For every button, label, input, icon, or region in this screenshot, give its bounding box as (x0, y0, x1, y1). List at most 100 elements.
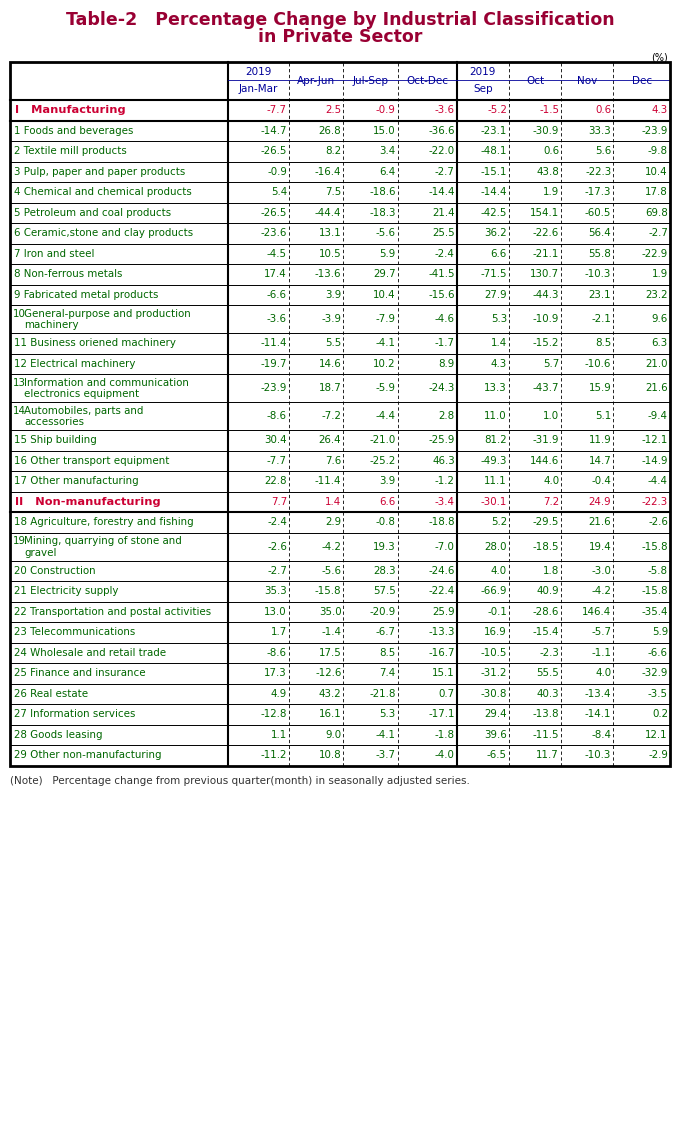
Text: 28.3: 28.3 (373, 566, 396, 576)
Text: 8.5: 8.5 (595, 339, 611, 349)
Text: -2.7: -2.7 (648, 228, 668, 238)
Text: -15.4: -15.4 (532, 628, 559, 637)
Text: -3.6: -3.6 (435, 106, 455, 115)
Text: 6.3: 6.3 (651, 339, 668, 349)
Text: -2.3: -2.3 (539, 648, 559, 658)
Text: -18.6: -18.6 (369, 187, 396, 197)
Text: -5.6: -5.6 (322, 566, 341, 576)
Text: -4.2: -4.2 (592, 586, 611, 596)
Text: 20 Construction: 20 Construction (14, 566, 96, 576)
Text: 28 Goods leasing: 28 Goods leasing (14, 730, 103, 740)
Text: -13.8: -13.8 (532, 709, 559, 719)
Text: -21.1: -21.1 (532, 249, 559, 259)
Text: -44.4: -44.4 (315, 208, 341, 218)
Text: 1.0: 1.0 (543, 411, 559, 421)
Text: 146.4: 146.4 (582, 606, 611, 616)
Text: -4.2: -4.2 (322, 541, 341, 551)
Text: I   Manufacturing: I Manufacturing (15, 106, 126, 115)
Text: 30.4: 30.4 (265, 435, 287, 446)
Text: Oct: Oct (526, 76, 544, 86)
Text: 11.9: 11.9 (589, 435, 611, 446)
Text: 5.2: 5.2 (491, 518, 507, 528)
Text: 24.9: 24.9 (589, 497, 611, 506)
Text: 7.7: 7.7 (271, 497, 287, 506)
Text: 13: 13 (13, 378, 26, 388)
Text: 22 Transportation and postal activities: 22 Transportation and postal activities (14, 606, 211, 616)
Text: -4.0: -4.0 (435, 750, 455, 760)
Text: 14.6: 14.6 (319, 359, 341, 369)
Text: -14.4: -14.4 (428, 187, 455, 197)
Text: 19: 19 (13, 537, 26, 547)
Text: -30.1: -30.1 (481, 497, 507, 506)
Text: 35.0: 35.0 (319, 606, 341, 616)
Text: 15.0: 15.0 (373, 126, 396, 136)
Text: Apr-Jun: Apr-Jun (297, 76, 335, 86)
Text: 8 Non-ferrous metals: 8 Non-ferrous metals (14, 269, 122, 279)
Text: -15.8: -15.8 (315, 586, 341, 596)
Text: 12.1: 12.1 (645, 730, 668, 740)
Text: -15.1: -15.1 (481, 166, 507, 177)
Text: -36.6: -36.6 (428, 126, 455, 136)
Text: -5.7: -5.7 (592, 628, 611, 637)
Text: -19.7: -19.7 (260, 359, 287, 369)
Text: 16.9: 16.9 (484, 628, 507, 637)
Text: 3.9: 3.9 (325, 290, 341, 299)
Text: -4.4: -4.4 (376, 411, 396, 421)
Text: 5.9: 5.9 (379, 249, 396, 259)
Text: -10.5: -10.5 (481, 648, 507, 658)
Text: 17.5: 17.5 (319, 648, 341, 658)
Text: -2.9: -2.9 (648, 750, 668, 760)
Text: 1.7: 1.7 (271, 628, 287, 637)
Text: -5.6: -5.6 (376, 228, 396, 238)
Text: 11 Business oriened machinery: 11 Business oriened machinery (14, 339, 176, 349)
Text: 11.1: 11.1 (484, 476, 507, 486)
Text: -20.9: -20.9 (370, 606, 396, 616)
Text: -30.9: -30.9 (532, 126, 559, 136)
Text: 14.7: 14.7 (589, 456, 611, 466)
Text: -23.6: -23.6 (260, 228, 287, 238)
Text: -3.4: -3.4 (435, 497, 455, 506)
Text: 28.0: 28.0 (484, 541, 507, 551)
Text: -4.6: -4.6 (435, 314, 455, 324)
Text: 24 Wholesale and retail trade: 24 Wholesale and retail trade (14, 648, 166, 658)
Text: 33.3: 33.3 (589, 126, 611, 136)
Text: 16 Other transport equipment: 16 Other transport equipment (14, 456, 169, 466)
Text: 36.2: 36.2 (484, 228, 507, 238)
Text: -3.5: -3.5 (648, 688, 668, 699)
Text: 13.1: 13.1 (319, 228, 341, 238)
Text: 6 Ceramic,stone and clay products: 6 Ceramic,stone and clay products (14, 228, 193, 238)
Text: -22.4: -22.4 (428, 586, 455, 596)
Text: 10: 10 (13, 309, 26, 319)
Text: accessories: accessories (24, 417, 84, 428)
Text: -0.4: -0.4 (592, 476, 611, 486)
Text: -15.8: -15.8 (641, 586, 668, 596)
Text: 4.3: 4.3 (491, 359, 507, 369)
Text: 40.3: 40.3 (537, 688, 559, 699)
Text: -13.3: -13.3 (428, 628, 455, 637)
Text: -41.5: -41.5 (428, 269, 455, 279)
Text: 23.1: 23.1 (589, 290, 611, 299)
Text: Nov: Nov (577, 76, 597, 86)
Text: -21.8: -21.8 (369, 688, 396, 699)
Text: 23.2: 23.2 (645, 290, 668, 299)
Text: -11.4: -11.4 (315, 476, 341, 486)
Text: 7.6: 7.6 (325, 456, 341, 466)
Text: 5.7: 5.7 (543, 359, 559, 369)
Text: 18.7: 18.7 (319, 382, 341, 393)
Text: electronics equipment: electronics equipment (24, 389, 139, 399)
Text: 17 Other manufacturing: 17 Other manufacturing (14, 476, 139, 486)
Text: 10.4: 10.4 (645, 166, 668, 177)
Text: 0.2: 0.2 (652, 709, 668, 719)
Text: 4.9: 4.9 (271, 688, 287, 699)
Text: 26 Real estate: 26 Real estate (14, 688, 88, 699)
Text: 5.3: 5.3 (491, 314, 507, 324)
Text: -7.7: -7.7 (267, 106, 287, 115)
Text: in Private Sector: in Private Sector (258, 28, 422, 46)
Text: 17.8: 17.8 (645, 187, 668, 197)
Text: -66.9: -66.9 (481, 586, 507, 596)
Text: 35.3: 35.3 (265, 586, 287, 596)
Text: General-purpose and production: General-purpose and production (24, 309, 191, 319)
Text: -17.3: -17.3 (585, 187, 611, 197)
Text: -7.7: -7.7 (267, 456, 287, 466)
Text: 69.8: 69.8 (645, 208, 668, 218)
